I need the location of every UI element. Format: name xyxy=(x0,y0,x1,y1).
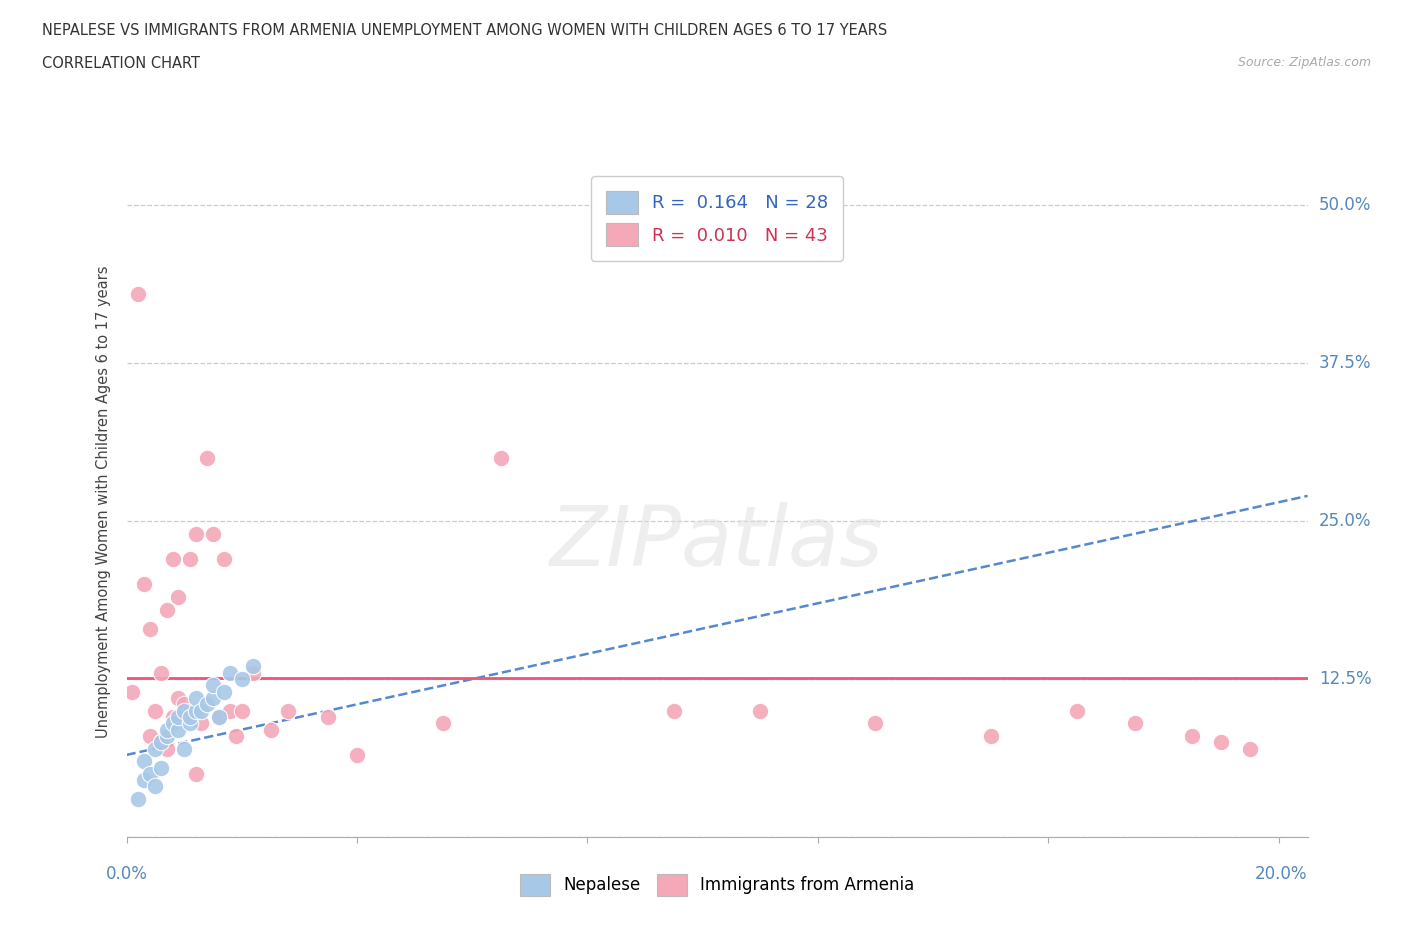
Point xyxy=(132,577,155,591)
Point xyxy=(219,703,242,718)
Point xyxy=(865,716,887,731)
Point xyxy=(190,703,212,718)
Point xyxy=(138,766,160,781)
Point xyxy=(167,710,190,724)
Point xyxy=(1211,735,1233,750)
Point xyxy=(231,671,253,686)
Point xyxy=(208,710,231,724)
Point xyxy=(150,735,173,750)
Text: 25.0%: 25.0% xyxy=(1319,512,1372,530)
Point xyxy=(489,450,512,465)
Point xyxy=(195,450,218,465)
Point xyxy=(132,753,155,768)
Point xyxy=(156,728,179,743)
Point xyxy=(316,710,339,724)
Point xyxy=(1123,716,1146,731)
Text: Source: ZipAtlas.com: Source: ZipAtlas.com xyxy=(1237,56,1371,69)
Text: 20.0%: 20.0% xyxy=(1256,865,1308,883)
Point xyxy=(173,703,195,718)
Point xyxy=(179,716,201,731)
Point xyxy=(259,723,281,737)
Point xyxy=(980,728,1002,743)
Legend: Nepalese, Immigrants from Armenia: Nepalese, Immigrants from Armenia xyxy=(513,868,921,902)
Point xyxy=(184,703,207,718)
Point xyxy=(662,703,685,718)
Point xyxy=(162,716,184,731)
Point xyxy=(143,703,166,718)
Point xyxy=(242,659,264,674)
Text: 0.0%: 0.0% xyxy=(105,865,148,883)
Point xyxy=(225,728,247,743)
Point xyxy=(184,691,207,706)
Point xyxy=(190,716,212,731)
Point xyxy=(179,710,201,724)
Point xyxy=(179,551,201,566)
Point xyxy=(346,748,368,763)
Point xyxy=(150,760,173,775)
Point xyxy=(156,741,179,756)
Point xyxy=(127,286,149,301)
Point xyxy=(749,703,772,718)
Point xyxy=(195,697,218,711)
Point xyxy=(214,684,236,699)
Point xyxy=(150,735,173,750)
Point xyxy=(208,710,231,724)
Point xyxy=(156,602,179,617)
Text: ZIPatlas: ZIPatlas xyxy=(550,502,884,583)
Point xyxy=(179,703,201,718)
Text: 37.5%: 37.5% xyxy=(1319,354,1372,372)
Point xyxy=(214,551,236,566)
Point xyxy=(231,703,253,718)
Point xyxy=(167,691,190,706)
Point xyxy=(162,710,184,724)
Point xyxy=(167,590,190,604)
Point xyxy=(132,773,155,788)
Text: NEPALESE VS IMMIGRANTS FROM ARMENIA UNEMPLOYMENT AMONG WOMEN WITH CHILDREN AGES : NEPALESE VS IMMIGRANTS FROM ARMENIA UNEM… xyxy=(42,23,887,38)
Point xyxy=(184,766,207,781)
Point xyxy=(127,791,149,806)
Point xyxy=(432,716,454,731)
Point xyxy=(1066,703,1088,718)
Point xyxy=(1239,741,1261,756)
Text: 12.5%: 12.5% xyxy=(1319,671,1372,688)
Point xyxy=(138,621,160,636)
Text: CORRELATION CHART: CORRELATION CHART xyxy=(42,56,200,71)
Point xyxy=(242,665,264,680)
Point xyxy=(143,741,166,756)
Point xyxy=(1181,728,1204,743)
Point xyxy=(173,697,195,711)
Point xyxy=(150,665,173,680)
Text: 50.0%: 50.0% xyxy=(1319,196,1371,214)
Point xyxy=(156,723,179,737)
Point xyxy=(143,779,166,794)
Point xyxy=(277,703,299,718)
Point xyxy=(201,691,224,706)
Point xyxy=(121,684,143,699)
Point xyxy=(138,728,160,743)
Point xyxy=(162,551,184,566)
Point xyxy=(184,526,207,541)
Point xyxy=(167,723,190,737)
Y-axis label: Unemployment Among Women with Children Ages 6 to 17 years: Unemployment Among Women with Children A… xyxy=(96,266,111,738)
Point xyxy=(173,741,195,756)
Point xyxy=(201,678,224,693)
Point xyxy=(201,526,224,541)
Point xyxy=(219,665,242,680)
